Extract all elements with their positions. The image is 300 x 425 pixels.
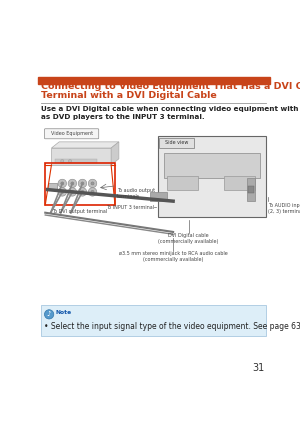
Bar — [224, 176, 254, 190]
Circle shape — [88, 179, 97, 188]
Text: Connecting to Video Equipment That Has a DVI Output: Connecting to Video Equipment That Has a… — [41, 82, 300, 91]
Text: DVI Digital cable
(commercially available): DVI Digital cable (commercially availabl… — [158, 233, 219, 244]
Text: Video Equipment: Video Equipment — [50, 131, 93, 136]
Circle shape — [71, 190, 74, 193]
Text: Note: Note — [55, 309, 71, 314]
Circle shape — [81, 190, 84, 193]
FancyBboxPatch shape — [159, 138, 194, 148]
Text: To audio output
terminals: To audio output terminals — [117, 188, 155, 199]
Text: 31: 31 — [252, 363, 265, 373]
Polygon shape — [111, 142, 119, 165]
Circle shape — [68, 159, 72, 163]
Bar — [52, 148, 111, 165]
Circle shape — [78, 179, 87, 188]
Text: To AUDIO input
(2, 3) terminal: To AUDIO input (2, 3) terminal — [268, 204, 300, 214]
Circle shape — [68, 179, 76, 188]
Circle shape — [61, 190, 64, 193]
Circle shape — [44, 310, 54, 319]
Bar — [41, 305, 266, 336]
Bar — [164, 153, 260, 178]
Circle shape — [91, 190, 94, 193]
Text: To INPUT 3 terminal: To INPUT 3 terminal — [106, 205, 154, 210]
Circle shape — [61, 182, 64, 185]
Bar — [248, 186, 254, 193]
FancyBboxPatch shape — [44, 129, 99, 139]
Circle shape — [81, 182, 84, 185]
Polygon shape — [52, 142, 119, 148]
Text: ♪: ♪ — [47, 312, 51, 317]
Bar — [158, 136, 266, 217]
Circle shape — [58, 188, 67, 196]
Text: • Select the input signal type of the video equipment. See page 63.: • Select the input signal type of the vi… — [44, 322, 300, 331]
Bar — [55, 159, 97, 164]
Bar — [150, 192, 167, 201]
Circle shape — [61, 159, 64, 163]
Circle shape — [88, 188, 97, 196]
Bar — [45, 163, 115, 205]
Bar — [48, 183, 57, 190]
Text: Use a DVI Digital cable when connecting video equipment with the DVI output term: Use a DVI Digital cable when connecting … — [41, 106, 300, 120]
Circle shape — [68, 188, 76, 196]
Bar — [38, 77, 270, 84]
Circle shape — [78, 188, 87, 196]
Bar — [167, 176, 198, 190]
Circle shape — [91, 182, 94, 185]
Text: Terminal with a DVI Digital Cable: Terminal with a DVI Digital Cable — [41, 91, 217, 99]
Bar — [247, 178, 254, 201]
Text: ø3.5 mm stereo minijack to RCA audio cable
(commercially available): ø3.5 mm stereo minijack to RCA audio cab… — [119, 251, 227, 262]
Text: Side view: Side view — [164, 140, 188, 145]
Text: To DVI output terminal: To DVI output terminal — [52, 209, 108, 214]
Circle shape — [71, 182, 74, 185]
Circle shape — [58, 179, 67, 188]
